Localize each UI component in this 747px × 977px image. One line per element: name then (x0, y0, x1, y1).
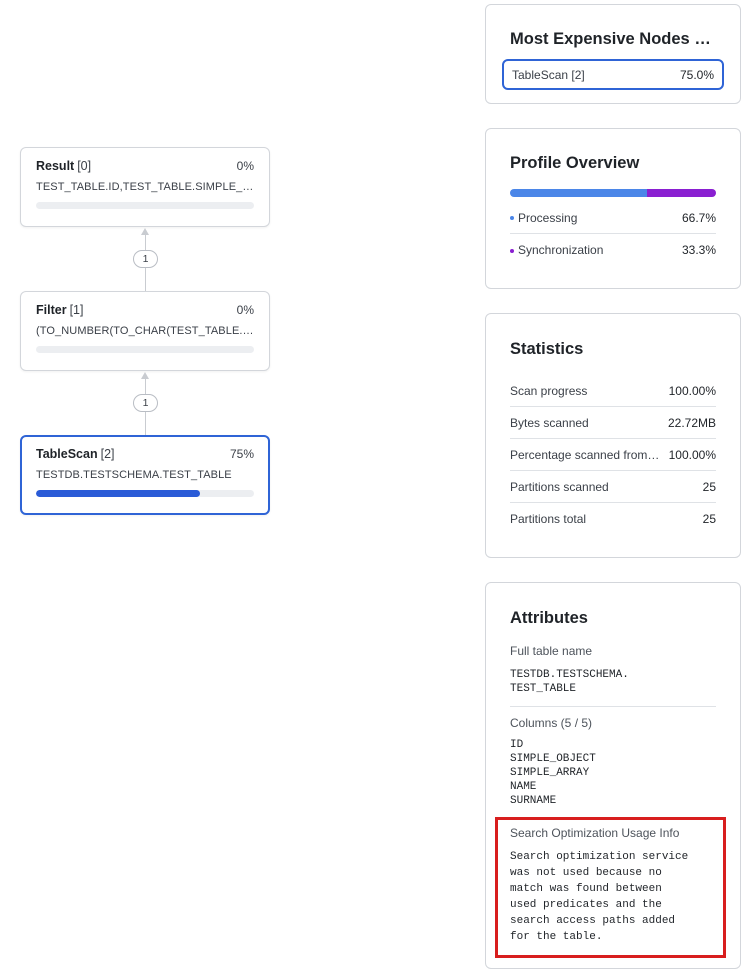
stat-label: Percentage scanned from cache (510, 447, 660, 462)
expensive-node-label: TableScan [2] (512, 67, 585, 82)
node-name: TableScan (36, 447, 98, 461)
edge-row-count-badge: 1 (133, 250, 158, 268)
node-percent: 0% (236, 159, 254, 173)
node-index: [2] (100, 447, 115, 461)
statistics-panel: Statistics Scan progress 100.00% Bytes s… (485, 313, 741, 558)
node-percent: 0% (236, 303, 254, 317)
synchronization-segment (647, 189, 716, 197)
attributes-panel: Attributes Full table name TESTDB.TESTSC… (485, 582, 741, 969)
overview-value: 33.3% (681, 243, 716, 257)
node-name: Filter (36, 303, 67, 317)
node-index: [0] (77, 159, 92, 173)
stat-row: Bytes scanned 22.72MB (510, 407, 716, 439)
most-expensive-nodes-panel: Most Expensive Nodes (1 of 3) TableScan … (485, 4, 741, 104)
expensive-node-value: 75.0% (679, 67, 714, 82)
panel-title: Profile Overview (510, 154, 640, 172)
profile-overview-panel: Profile Overview Processing 66.7% Synchr… (485, 128, 741, 289)
node-index: [1] (69, 303, 84, 317)
overview-label: Processing (518, 210, 578, 225)
node-percent: 75% (229, 447, 254, 461)
stat-label: Partitions scanned (510, 479, 609, 494)
stat-value: 100.00% (668, 383, 716, 398)
node-name: Result (36, 159, 75, 173)
stat-value: 22.72MB (667, 415, 716, 430)
search-optimization-label: Search Optimization Usage Info (510, 826, 680, 840)
stat-label: Bytes scanned (510, 415, 589, 430)
processing-segment (510, 189, 648, 197)
stat-row: Scan progress 100.00% (510, 375, 716, 407)
overview-label: Synchronization (518, 243, 604, 257)
profile-overview-bar (510, 189, 716, 197)
node-filter[interactable]: Filter [1] 0% (TO_NUMBER(TO_CHAR(TEST_TAB… (20, 291, 270, 371)
panel-title: Statistics (510, 340, 584, 358)
panel-title: Attributes (510, 609, 588, 627)
panel-title: Most Expensive Nodes (1 of 3) (510, 30, 716, 48)
full-table-name-label: Full table name (510, 644, 593, 658)
node-result[interactable]: Result [0] 0% TEST_TABLE.ID,TEST_TABLE.SI… (20, 147, 270, 227)
search-optimization-text: Search optimization service was not used… (510, 851, 689, 943)
legend-dot-icon (510, 248, 514, 253)
columns-label: Columns (5 / 5) (510, 716, 593, 730)
stat-label: Scan progress (510, 383, 588, 398)
node-description: TEST_TABLE.ID,TEST_TABLE.SIMPLE_OBJECT,T… (36, 181, 254, 193)
stat-value: 100.00% (668, 447, 716, 462)
edge-row-count-badge: 1 (133, 394, 158, 412)
stat-label: Partitions total (510, 512, 587, 526)
stat-row: Percentage scanned from cache 100.00% (510, 439, 716, 471)
legend-dot-icon (510, 216, 514, 221)
node-progress-fill (36, 490, 200, 497)
stat-value: 25 (702, 479, 716, 494)
overview-row-synchronization: Synchronization 33.3% (510, 234, 716, 266)
annotation-highlight-box (495, 817, 726, 958)
node-tablescan[interactable]: TableScan [2] 75% TESTDB.TESTSCHEMA.TEST_… (20, 435, 270, 515)
columns-list: ID SIMPLE_OBJECT SIMPLE_ARRAY NAME SURNA… (510, 739, 596, 807)
edge-arrow-icon (141, 228, 149, 235)
node-progress-track (36, 490, 254, 497)
node-description: (TO_NUMBER(TO_CHAR(TEST_TABLE.ID))) (36, 325, 254, 337)
node-progress-track (36, 202, 254, 209)
divider (510, 706, 716, 707)
full-table-name-value: TESTDB.TESTSCHEMA. TEST_TABLE (510, 669, 629, 695)
node-progress-track (36, 346, 254, 353)
edge-arrow-icon (141, 372, 149, 379)
stat-row: Partitions scanned 25 (510, 471, 716, 503)
stat-value: 25 (702, 512, 716, 526)
overview-value: 66.7% (681, 210, 716, 225)
expensive-node-row[interactable]: TableScan [2] 75.0% (502, 59, 724, 90)
stat-row: Partitions total 25 (510, 503, 716, 535)
overview-row-processing: Processing 66.7% (510, 202, 716, 234)
node-description: TESTDB.TESTSCHEMA.TEST_TABLE (36, 469, 232, 481)
